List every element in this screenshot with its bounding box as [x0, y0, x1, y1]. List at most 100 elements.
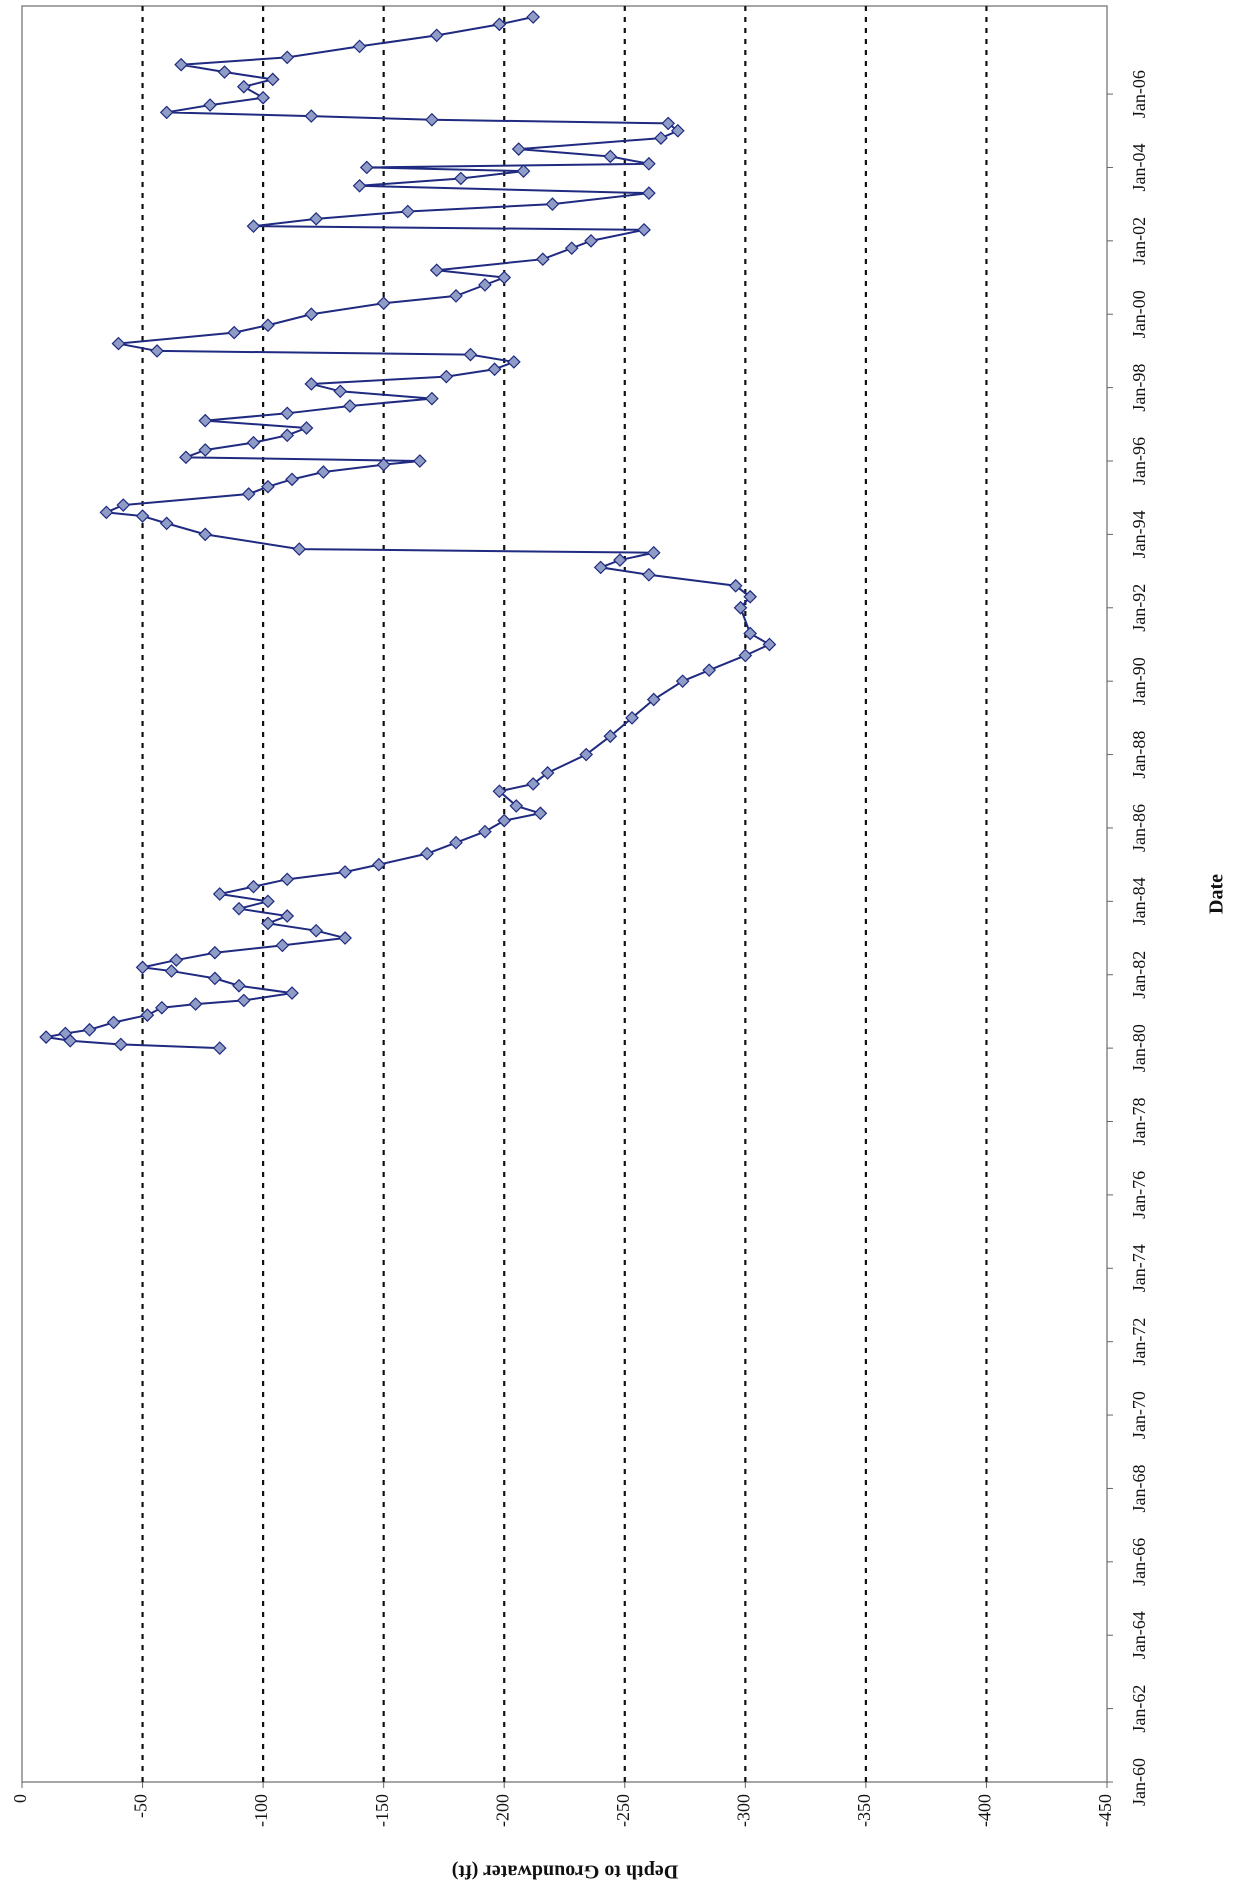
- data-point: [642, 186, 656, 200]
- data-point: [198, 527, 213, 542]
- data-point: [352, 178, 367, 193]
- data-point: [227, 325, 242, 340]
- data-point: [338, 931, 352, 945]
- data-point: [661, 116, 676, 131]
- data-point: [429, 263, 444, 278]
- data-point: [212, 1041, 227, 1055]
- data-point: [535, 252, 550, 267]
- y-tick-label: -250: [613, 1794, 633, 1827]
- data-point: [497, 813, 512, 828]
- data-point: [579, 747, 594, 762]
- plot-area: [21, 5, 1108, 1783]
- data-point: [198, 443, 213, 457]
- data-point: [507, 355, 521, 369]
- data-point: [299, 421, 314, 435]
- data-point: [509, 799, 524, 813]
- data-point: [309, 211, 324, 226]
- data-point: [82, 1022, 97, 1037]
- data-point: [338, 865, 352, 879]
- y-tick-label: -400: [975, 1794, 995, 1827]
- data-point: [232, 901, 246, 916]
- data-point: [99, 505, 114, 520]
- data-point: [492, 784, 507, 799]
- y-tick-label: -200: [492, 1794, 512, 1827]
- x-tick-label: Jan-70: [1129, 1391, 1149, 1439]
- data-point: [743, 589, 758, 604]
- data-point: [453, 171, 468, 186]
- data-point: [603, 149, 618, 164]
- data-point: [241, 487, 256, 501]
- data-point: [359, 160, 374, 175]
- data-point: [487, 362, 502, 377]
- y-tick-label: -150: [372, 1794, 392, 1827]
- data-point: [642, 156, 656, 171]
- rotated-chart: Date Depth to Groundwater (ft) 0 -50 -100 -…: [10, 5, 1228, 1882]
- data-point: [280, 406, 295, 421]
- data-point: [376, 457, 391, 472]
- data-point: [304, 109, 319, 123]
- data-point: [516, 164, 531, 178]
- data-point: [425, 391, 439, 406]
- data-point: [150, 344, 164, 358]
- x-tick-label: Jan-74: [1129, 1244, 1149, 1292]
- data-point: [564, 241, 579, 256]
- data-point: [188, 997, 203, 1011]
- x-tick-label: Jan-84: [1129, 877, 1149, 925]
- data-point: [217, 65, 232, 79]
- x-tick-label: Jan-78: [1129, 1098, 1149, 1146]
- data-point: [439, 369, 454, 384]
- x-tick-label: Jan-80: [1129, 1024, 1149, 1072]
- x-tick-label: Jan-96: [1129, 437, 1149, 485]
- data-point: [292, 542, 307, 556]
- data-point: [376, 296, 391, 311]
- data-point: [135, 960, 150, 975]
- data-point: [304, 377, 319, 391]
- x-tick-label: Jan-82: [1129, 951, 1149, 999]
- data-point: [497, 270, 512, 285]
- y-tick-label: 0: [10, 1794, 30, 1803]
- x-axis-title: Date: [1206, 874, 1228, 914]
- data-point: [478, 278, 492, 292]
- data-point: [540, 766, 555, 780]
- data-point: [463, 347, 478, 362]
- data-point: [208, 971, 222, 986]
- data-point: [352, 39, 367, 54]
- x-tick-label: Jan-06: [1129, 70, 1149, 118]
- data-point: [333, 384, 348, 399]
- data-point: [280, 428, 295, 443]
- data-point: [603, 729, 618, 744]
- y-tick-label: -100: [251, 1794, 271, 1827]
- data-point: [478, 824, 492, 839]
- data-point: [533, 806, 548, 821]
- data-point: [212, 887, 227, 901]
- data-point: [654, 131, 668, 145]
- data-point: [208, 945, 222, 960]
- data-point: [58, 1026, 73, 1041]
- data-point: [140, 1008, 155, 1022]
- data-point: [343, 399, 357, 413]
- x-tick-label: Jan-64: [1129, 1611, 1149, 1659]
- data-point: [371, 857, 386, 872]
- data-point: [106, 1015, 121, 1030]
- data-point: [261, 894, 275, 909]
- data-point: [702, 663, 717, 678]
- data-point: [111, 336, 126, 351]
- data-point: [584, 233, 598, 248]
- data-point: [670, 123, 685, 138]
- data-point: [425, 112, 439, 127]
- x-tick-label: Jan-66: [1129, 1538, 1149, 1586]
- x-tick-label: Jan-04: [1129, 143, 1149, 191]
- y-tick-label: -50: [131, 1794, 151, 1818]
- x-tick-label: Jan-90: [1129, 657, 1149, 705]
- data-point: [164, 964, 179, 978]
- y-tick-label: -350: [854, 1794, 874, 1827]
- x-tick-label: Jan-94: [1129, 510, 1149, 558]
- data-point: [637, 222, 651, 237]
- y-axis-title: Depth to Groundwater (ft): [452, 1860, 678, 1882]
- data-point: [492, 17, 507, 32]
- x-tick-label: Jan-60: [1129, 1758, 1149, 1806]
- data-point: [420, 846, 434, 861]
- data-point: [154, 1000, 169, 1015]
